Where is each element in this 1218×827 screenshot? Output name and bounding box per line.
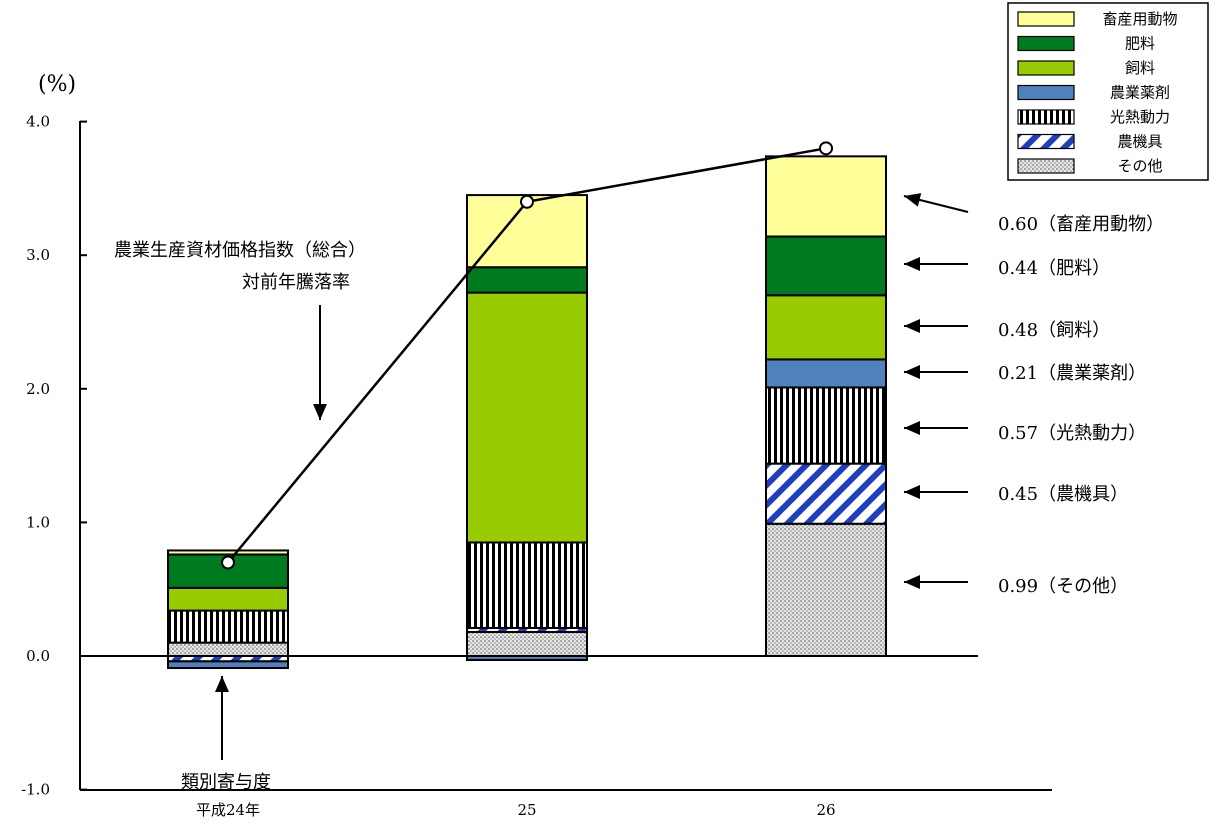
y-tick-label: 1.0 <box>26 513 50 531</box>
y-tick-label: 3.0 <box>26 246 50 264</box>
value-label: 0.44（肥料） <box>998 258 1110 279</box>
line-point <box>221 555 235 570</box>
line-annotation-label: 農業生産資材価格指数（総合） <box>114 240 366 261</box>
bar-segment <box>466 655 588 662</box>
legend-swatch <box>1017 109 1075 125</box>
y-tick-label: 2.0 <box>26 380 50 398</box>
value-label: 0.45（農機具） <box>998 484 1128 505</box>
legend-label: その他 <box>1117 157 1162 175</box>
legend-label: 光熱動力 <box>1110 108 1170 126</box>
legend-swatch <box>1017 60 1075 76</box>
bar-segment <box>466 266 588 294</box>
bar-segment <box>765 294 887 361</box>
bar-segment <box>765 358 887 389</box>
value-arrow-head <box>904 193 922 207</box>
bar-segment <box>466 541 588 629</box>
legend-swatch <box>1017 133 1075 150</box>
bar-segment <box>765 235 887 297</box>
x-tick-label: 平成24年 <box>196 801 260 819</box>
line-point <box>520 194 534 209</box>
x-tick-label: 26 <box>816 801 835 819</box>
value-arrow-head <box>904 257 920 271</box>
value-arrow-head <box>904 421 920 435</box>
line-point <box>819 141 833 156</box>
value-arrow-head <box>904 485 920 499</box>
line-series <box>221 141 833 570</box>
component-arrow-head <box>215 676 229 692</box>
legend-swatch <box>1017 84 1075 101</box>
bar-segment <box>167 609 289 644</box>
bar-segment <box>167 641 289 658</box>
bar-segment <box>765 522 887 658</box>
legend-swatch <box>1017 11 1075 27</box>
legend-swatch <box>1017 35 1075 52</box>
bar-segment <box>765 386 887 465</box>
x-tick-label: 25 <box>517 801 536 819</box>
legend-label: 飼料 <box>1125 59 1155 77</box>
value-label: 0.48（飼料） <box>998 320 1110 341</box>
y-tick-label: 4.0 <box>26 113 50 131</box>
value-arrow-head <box>904 575 920 589</box>
bar-segment <box>765 462 887 525</box>
bar-segment <box>466 291 588 544</box>
legend-swatch <box>1017 158 1075 174</box>
value-label: 0.21（農業薬剤） <box>998 363 1146 384</box>
y-tick-label: 0.0 <box>26 647 50 665</box>
bar-segment <box>167 586 289 612</box>
value-label: 0.60（畜産用動物） <box>998 214 1164 235</box>
value-label: 0.57（光熱動力） <box>998 423 1146 444</box>
bar-segment <box>167 660 289 670</box>
legend-label: 肥料 <box>1125 35 1155 53</box>
legend-label: 農機具 <box>1117 133 1162 151</box>
bar-segment <box>765 155 887 238</box>
component-label: 類別寄与度 <box>181 772 271 793</box>
legend-label: 畜産用動物 <box>1102 10 1177 28</box>
line-annotation-arrow-head <box>313 404 327 420</box>
value-label: 0.99（その他） <box>998 576 1128 597</box>
value-arrow-head <box>904 319 920 333</box>
legend-label: 農業薬剤 <box>1110 84 1170 102</box>
bar-segment <box>167 549 289 556</box>
value-arrow-head <box>904 365 920 379</box>
line-annotation-sublabel: 対前年騰落率 <box>242 272 350 293</box>
bar-segment <box>466 630 588 658</box>
y-unit-label: (%) <box>38 72 76 97</box>
bars <box>167 155 887 670</box>
y-tick-label: -1.0 <box>21 781 50 799</box>
